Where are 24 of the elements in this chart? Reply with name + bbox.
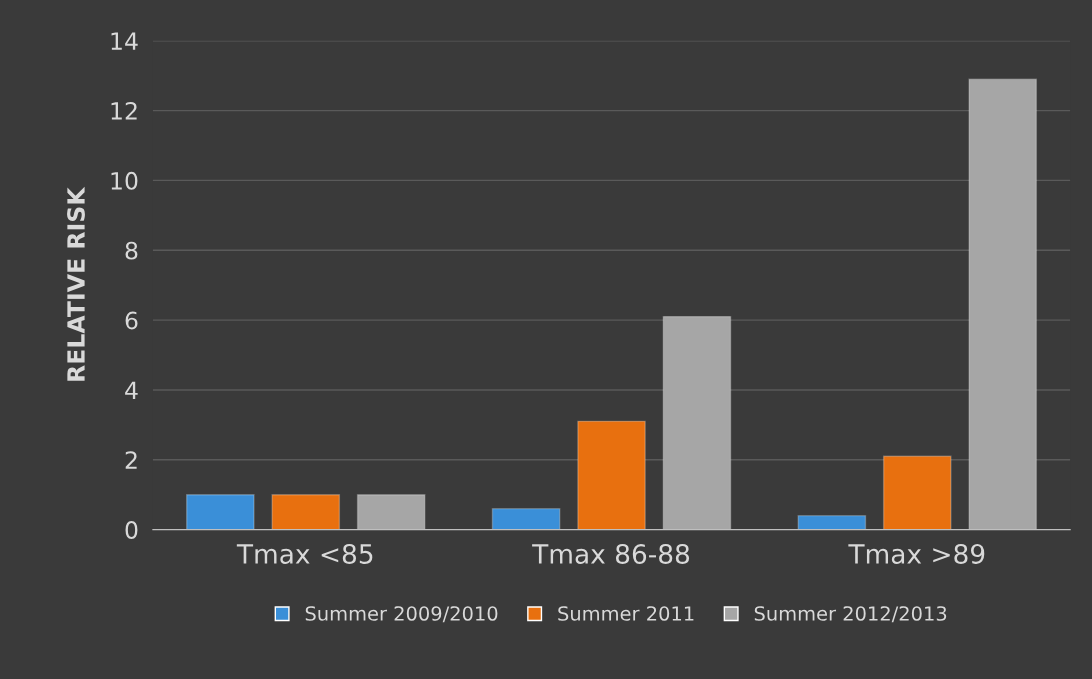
bar — [662, 315, 732, 530]
legend-label: Summer 2012/2013 — [754, 606, 947, 623]
bar — [797, 514, 867, 530]
y-tick-label: 8 — [125, 241, 138, 260]
bar — [491, 507, 561, 530]
y-tick-label: 0 — [125, 521, 138, 539]
bar — [968, 78, 1038, 530]
x-tick-label: Tmax <85 — [236, 543, 373, 564]
y-tick-label: 14 — [111, 32, 138, 50]
bar — [882, 455, 952, 530]
bar — [186, 494, 255, 530]
y-tick-label: 2 — [125, 451, 137, 469]
y-tick-label: 4 — [125, 381, 138, 399]
bar — [271, 494, 341, 530]
legend-label: Summer 2009/2010 — [305, 606, 498, 623]
bar — [356, 494, 426, 530]
y-tick-label: 12 — [111, 102, 137, 120]
y-tick-label: 10 — [111, 171, 138, 190]
x-tick-label: Tmax >89 — [848, 543, 985, 564]
x-tick-label: Tmax 86-88 — [532, 543, 690, 564]
y-axis-title: RELATIVE RISK — [67, 186, 85, 381]
legend-label: Summer 2011 — [558, 606, 694, 621]
y-tick-label: 6 — [125, 311, 138, 330]
bar — [577, 420, 646, 530]
